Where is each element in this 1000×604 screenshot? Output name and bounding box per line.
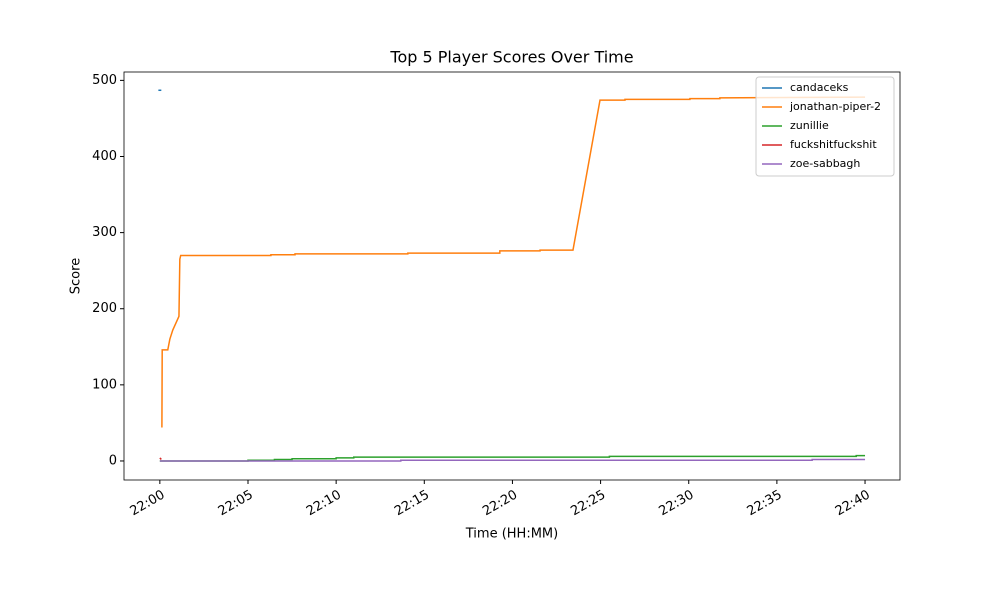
y-tick-label: 300 [92,225,117,240]
chart-title: Top 5 Player Scores Over Time [389,48,633,67]
legend-label: zoe-sabbagh [790,157,860,170]
x-tick-label: 22:35 [745,488,785,520]
y-tick-label: 0 [109,453,117,468]
x-tick-label: 22:30 [657,488,697,520]
x-tick-label: 22:20 [480,488,520,520]
series-line [161,96,866,428]
y-tick-label: 200 [92,301,117,316]
x-tick-label: 22:00 [128,488,168,520]
legend-label: jonathan-piper-2 [789,100,881,113]
y-axis-label: Score [69,258,84,294]
series-line [159,458,866,462]
series-line [159,457,162,460]
x-axis-label: Time (HH:MM) [465,527,558,542]
x-tick-label: 22:10 [304,488,344,520]
x-tick-label: 22:40 [833,488,873,520]
x-tick-label: 22:25 [568,488,608,520]
series-line [159,454,866,462]
legend: candaceks jonathan-piper-2 zunillie fuckshi… [755,76,895,177]
plot-frame [123,71,901,481]
x-tick-label: 22:05 [216,488,256,520]
y-tick-label: 100 [92,377,117,392]
y-tick-label: 500 [92,73,117,88]
legend-label: candaceks [790,81,849,94]
legend-label: fuckshitfuckshit [790,138,877,151]
y-tick-label: 400 [92,149,117,164]
legend-label: zunillie [790,119,829,132]
x-tick-label: 22:15 [392,488,432,520]
legend-frame [755,76,895,177]
